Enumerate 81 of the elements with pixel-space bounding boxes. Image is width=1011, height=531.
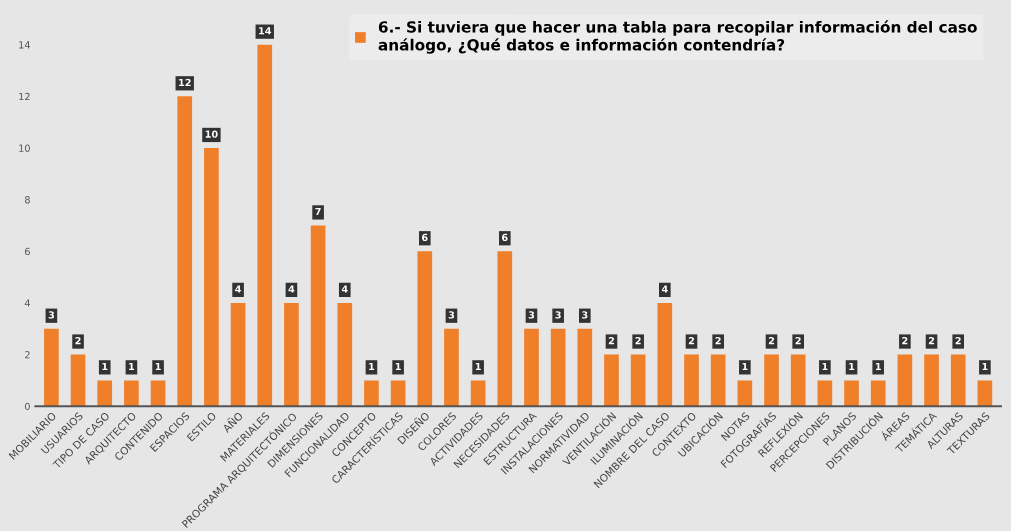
y-tick-label: 2 bbox=[25, 351, 30, 359]
data-label: 1 bbox=[822, 362, 828, 371]
bar bbox=[790, 354, 806, 407]
bar bbox=[70, 354, 86, 407]
bar bbox=[924, 354, 939, 407]
bar bbox=[604, 354, 619, 407]
data-label: 2 bbox=[768, 337, 775, 345]
bar bbox=[764, 354, 779, 407]
bar bbox=[44, 328, 59, 407]
data-label: 1 bbox=[395, 362, 401, 371]
bar bbox=[337, 302, 353, 407]
data-label: 2 bbox=[635, 337, 641, 345]
data-label: 1 bbox=[369, 362, 375, 371]
data-label: 1 bbox=[102, 362, 108, 371]
bar bbox=[524, 328, 539, 407]
data-label: 3 bbox=[448, 311, 455, 319]
data-label: 2 bbox=[955, 337, 961, 345]
bar bbox=[950, 354, 966, 407]
data-label: 2 bbox=[928, 337, 935, 345]
data-label: 2 bbox=[902, 337, 908, 345]
bar bbox=[150, 380, 166, 407]
y-tick-label: 0 bbox=[24, 402, 30, 411]
data-label: 1 bbox=[849, 362, 855, 371]
bar bbox=[444, 328, 459, 407]
data-label: 7 bbox=[315, 208, 321, 216]
data-label: 14 bbox=[259, 27, 272, 35]
y-tick-label: 10 bbox=[19, 144, 30, 152]
bar bbox=[844, 380, 859, 407]
data-label: 1 bbox=[742, 362, 748, 371]
bar bbox=[470, 380, 486, 407]
bar bbox=[364, 380, 379, 407]
data-label: 1 bbox=[475, 362, 481, 371]
data-label: 2 bbox=[795, 337, 801, 345]
y-tick-label: 14 bbox=[19, 41, 30, 49]
data-label: 2 bbox=[715, 337, 721, 345]
bar bbox=[684, 354, 699, 407]
data-label: 3 bbox=[528, 311, 535, 319]
legend-label: 6.- Si tuviera que hacer una tabla para recopilar información del caso análogo, ¿Qué datos e información contendría? bbox=[378, 20, 977, 54]
bar bbox=[710, 354, 726, 407]
bar bbox=[284, 302, 299, 407]
bar bbox=[657, 302, 673, 407]
bar bbox=[230, 302, 246, 407]
bar bbox=[737, 380, 753, 407]
bar bbox=[417, 251, 433, 407]
data-label: 3 bbox=[555, 311, 561, 319]
bar bbox=[204, 147, 219, 407]
bar bbox=[817, 380, 833, 407]
data-label: 3 bbox=[48, 311, 54, 319]
bar bbox=[977, 380, 993, 407]
data-label: 6 bbox=[422, 233, 428, 242]
y-tick-label: 4 bbox=[24, 299, 30, 307]
data-label: 10 bbox=[205, 130, 218, 138]
data-label: 4 bbox=[341, 285, 348, 293]
y-tick-label: 8 bbox=[25, 196, 30, 204]
data-label: 2 bbox=[608, 337, 615, 345]
bar bbox=[550, 328, 566, 407]
data-label: 2 bbox=[688, 337, 695, 345]
bar bbox=[870, 380, 886, 407]
y-tick-label: 12 bbox=[19, 92, 30, 101]
bar bbox=[97, 380, 113, 407]
data-label: 4 bbox=[661, 285, 668, 293]
data-label: 4 bbox=[235, 285, 242, 293]
bar bbox=[630, 354, 646, 407]
bar bbox=[897, 354, 913, 407]
data-label: 12 bbox=[179, 78, 191, 86]
data-label: 1 bbox=[875, 362, 881, 371]
data-label: 3 bbox=[582, 311, 588, 319]
bar bbox=[124, 380, 139, 407]
data-label: 1 bbox=[129, 362, 135, 371]
data-label: 6 bbox=[502, 233, 508, 242]
y-tick-label: 6 bbox=[25, 247, 30, 256]
data-label: 1 bbox=[982, 362, 988, 371]
data-label: 4 bbox=[288, 285, 295, 293]
bar bbox=[497, 251, 513, 407]
bar bbox=[390, 380, 406, 407]
bar bbox=[257, 44, 273, 407]
bar bbox=[310, 225, 326, 407]
bar bbox=[177, 96, 193, 407]
bar bbox=[577, 328, 593, 407]
data-label: 2 bbox=[75, 337, 81, 345]
data-label: 1 bbox=[155, 362, 161, 371]
